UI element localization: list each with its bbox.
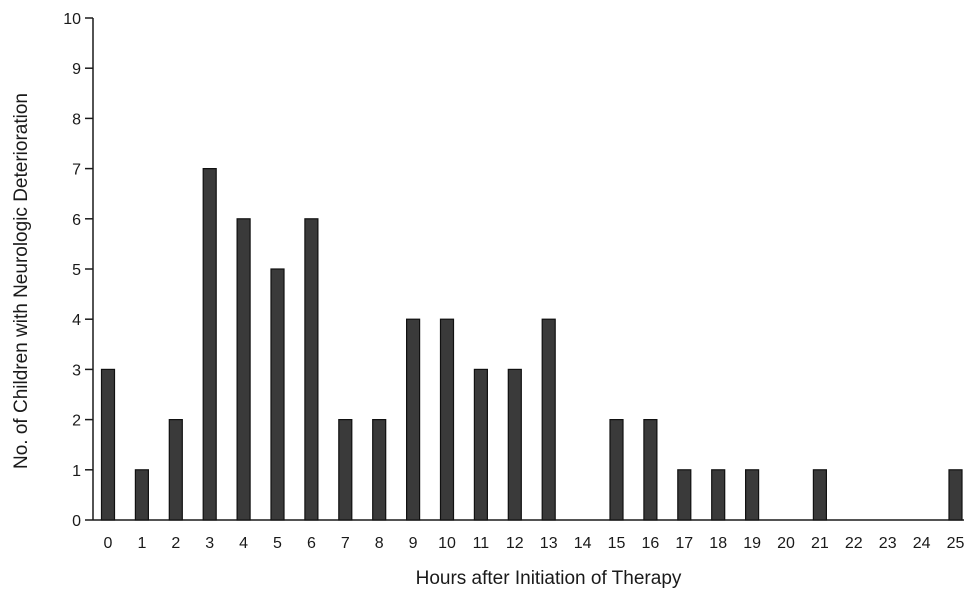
y-tick-label: 7 [72, 162, 81, 179]
x-tick-label: 18 [709, 535, 727, 552]
x-ticks: 0 1 2 3 4 5 6 7 8 9 10 11 12 13 14 15 16 17 18 19 20 21 22 23 24… [104, 535, 965, 552]
bar [609, 419, 624, 521]
x-tick-label: 11 [473, 535, 490, 552]
x-tick-label: 13 [540, 535, 558, 552]
x-tick-label: 6 [307, 535, 316, 552]
x-tick-label: 0 [104, 535, 113, 552]
y-tick-label: 2 [72, 413, 81, 430]
y-tick-label: 10 [63, 11, 81, 28]
x-tick-label: 2 [171, 535, 180, 552]
y-axis-title: No. of Children with Neurologic Deterior… [11, 93, 32, 469]
bars [100, 168, 963, 521]
bar [134, 469, 149, 521]
bar [406, 318, 421, 521]
x-tick-label: 23 [879, 535, 897, 552]
bar [677, 469, 692, 521]
x-tick-label: 3 [205, 535, 214, 552]
x-tick-label: 12 [506, 535, 524, 552]
x-tick-label: 1 [137, 535, 146, 552]
x-tick-label: 16 [642, 535, 660, 552]
x-tick-label: 14 [574, 535, 592, 552]
y-tick-label: 9 [72, 61, 81, 78]
bar [236, 218, 251, 521]
x-tick-label: 10 [438, 535, 456, 552]
y-tick-label: 8 [72, 111, 81, 128]
x-tick-label: 15 [608, 535, 626, 552]
y-ticks: 0 1 2 3 4 5 6 7 8 9 10 [63, 11, 93, 530]
x-tick-label: 8 [375, 535, 384, 552]
bar [643, 419, 658, 521]
y-tick-label: 6 [72, 212, 81, 229]
x-axis: 0 1 2 3 4 5 6 7 8 9 10 11 12 13 14 15 16 17 18 19 20 21 22 23 24… [93, 519, 965, 552]
bar [439, 318, 455, 521]
x-tick-label: 5 [273, 535, 282, 552]
y-tick-label: 4 [72, 312, 81, 329]
bar [744, 469, 760, 521]
bar [711, 469, 726, 521]
y-tick-label: 3 [72, 362, 81, 379]
y-tick-label: 5 [72, 262, 81, 279]
x-tick-label: 17 [675, 535, 693, 552]
bar [473, 368, 488, 521]
bar [948, 469, 963, 521]
bar [338, 419, 353, 521]
bar [541, 318, 556, 521]
y-tick-label: 1 [72, 463, 81, 480]
bar [168, 419, 183, 521]
bar [270, 268, 285, 521]
bar [202, 168, 217, 521]
x-tick-label: 7 [341, 535, 350, 552]
x-axis-title: Hours after Initiation of Therapy [416, 568, 682, 589]
bar [372, 419, 387, 521]
bar [507, 368, 522, 521]
x-tick-label: 22 [845, 535, 863, 552]
x-tick-label: 4 [239, 535, 248, 552]
bar [304, 218, 319, 521]
x-tick-label: 24 [913, 535, 931, 552]
x-tick-label: 25 [947, 535, 965, 552]
x-tick-label: 20 [777, 535, 795, 552]
x-tick-label: 21 [811, 535, 829, 552]
bar [100, 368, 116, 521]
x-tick-label: 19 [743, 535, 761, 552]
x-tick-label: 9 [409, 535, 418, 552]
bar [812, 469, 828, 521]
y-tick-label: 0 [72, 513, 81, 530]
y-axis: 0 1 2 3 4 5 6 7 8 9 10 [63, 11, 94, 530]
